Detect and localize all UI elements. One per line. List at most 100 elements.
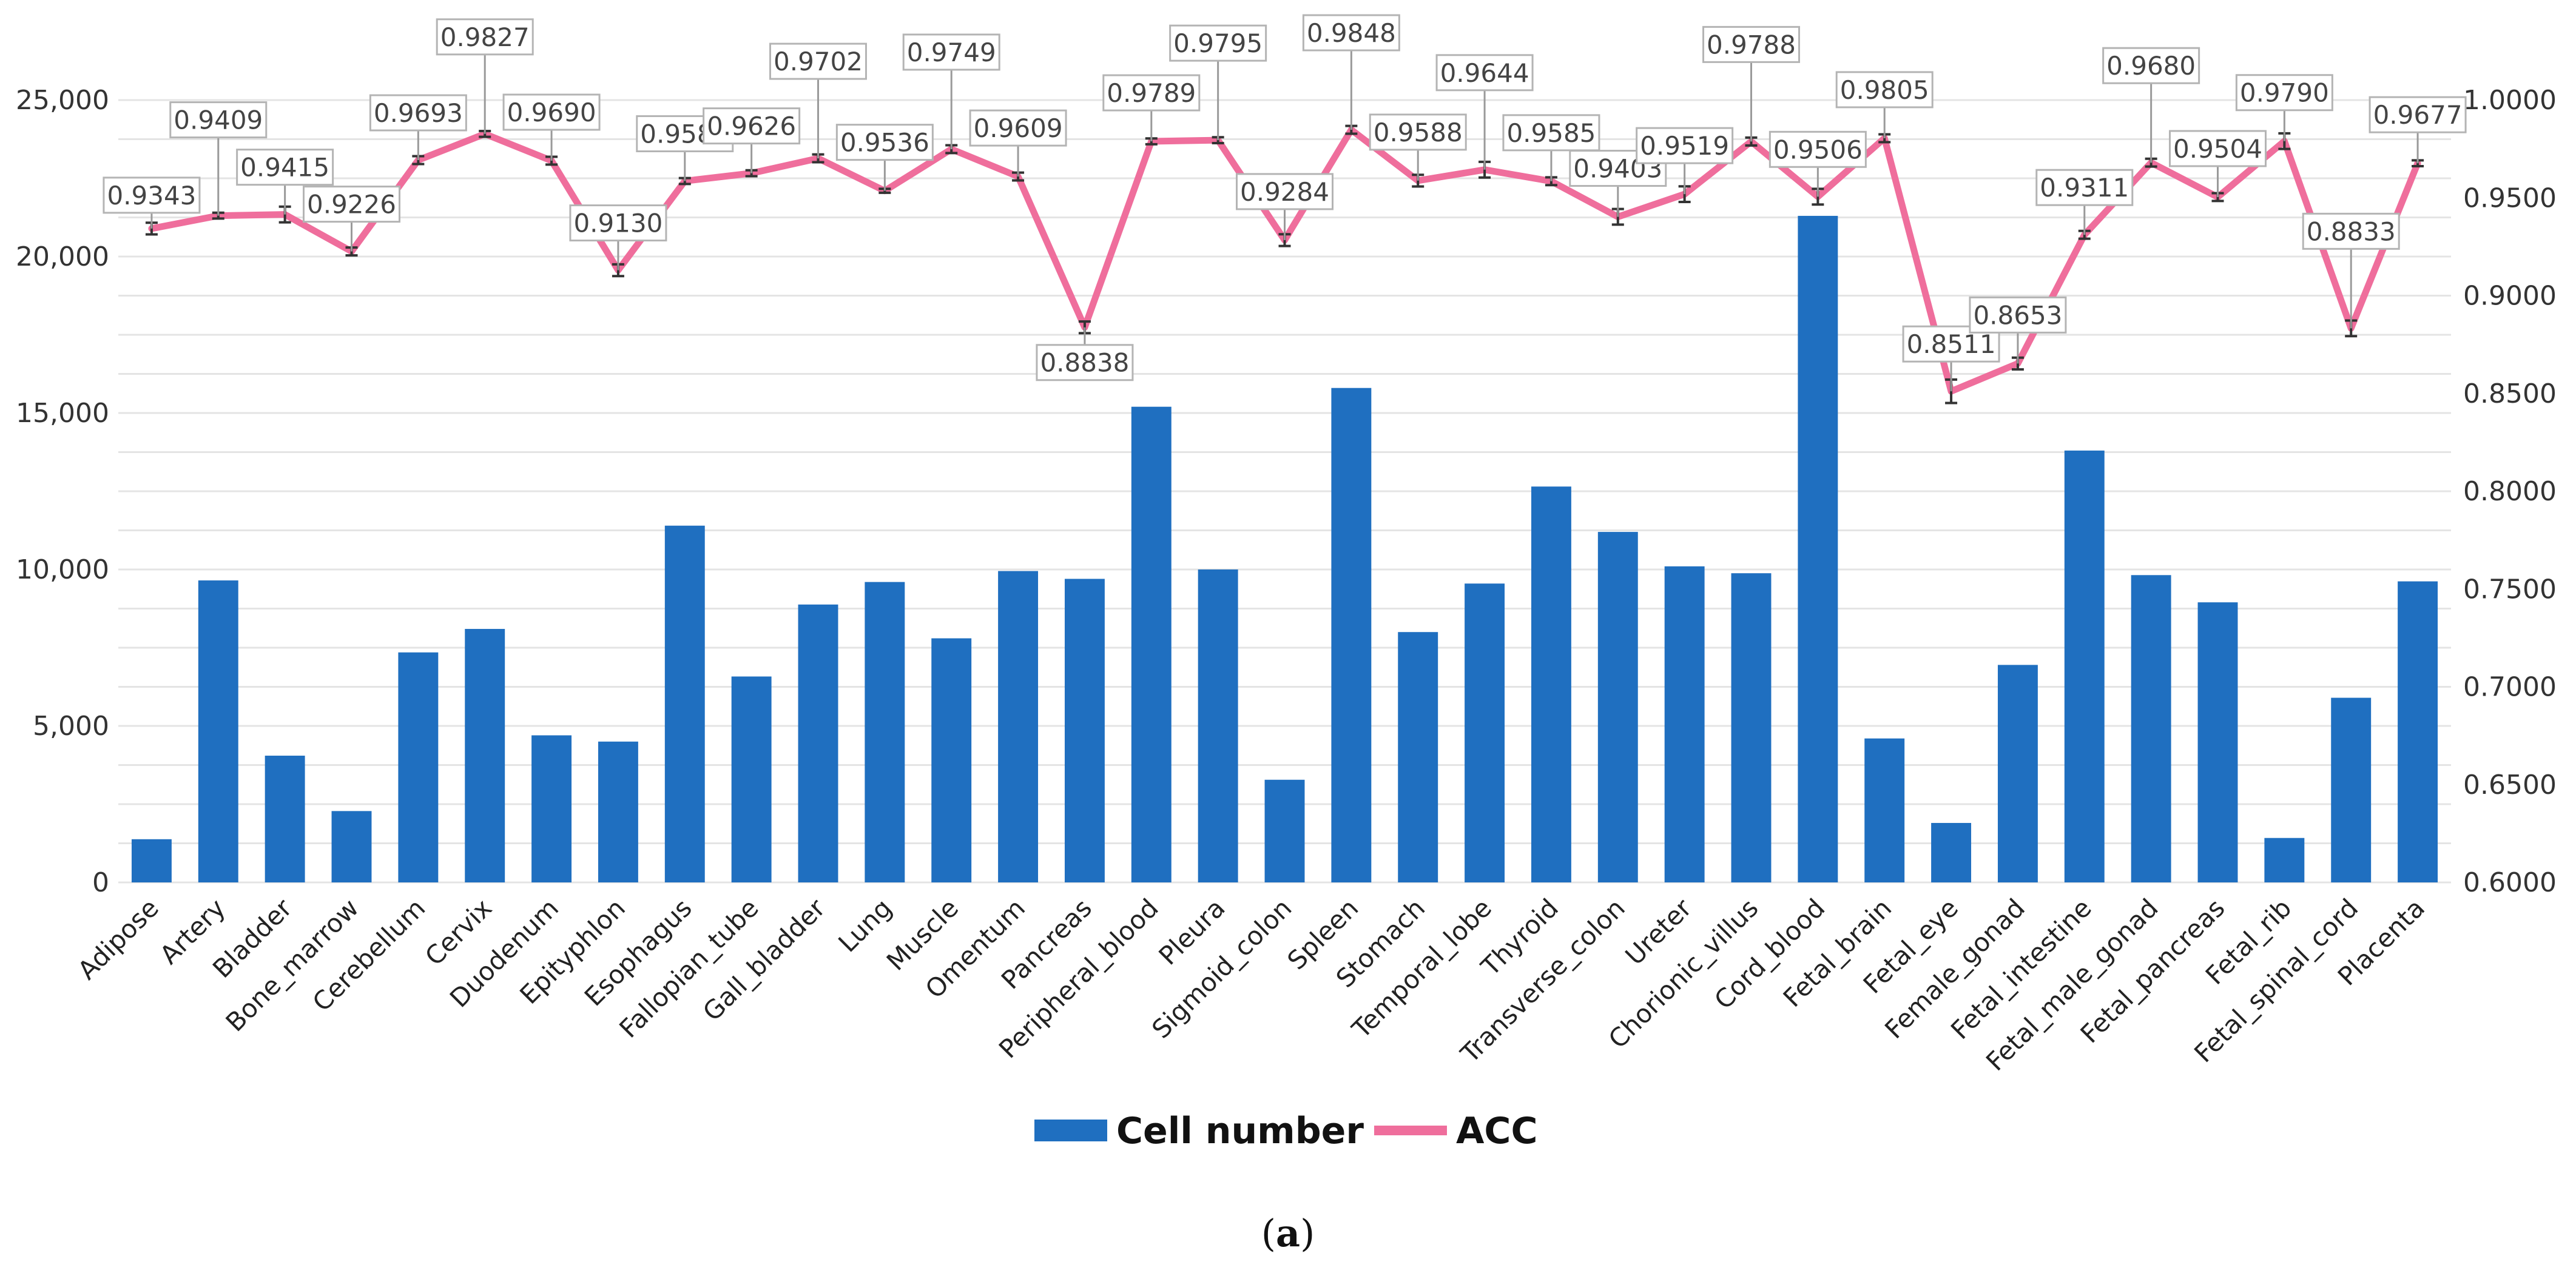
- caption-close-paren: ): [1300, 1211, 1315, 1255]
- svg-text:0.9827: 0.9827: [440, 22, 530, 52]
- svg-text:0.9609: 0.9609: [974, 113, 1063, 143]
- acc-label-fetal-eye: 0.8511: [1902, 325, 2000, 392]
- bar-fallopian-tube: [731, 676, 772, 882]
- bar-bone-marrow: [331, 811, 372, 882]
- acc-label-stomach: 0.9588: [1369, 113, 1467, 181]
- svg-text:0.9626: 0.9626: [707, 112, 796, 141]
- bar-temporal-lobe: [1465, 583, 1505, 882]
- right-tick-label: 0.6000: [2463, 867, 2557, 898]
- acc-label-artery: 0.9409: [169, 101, 268, 216]
- category-axis: AdiposeArteryBladderBone_marrowCerebellu…: [72, 893, 2430, 1076]
- left-tick-label: 0: [92, 867, 109, 898]
- acc-label-peripheral-blood: 0.9789: [1102, 74, 1201, 142]
- acc-label-muscle: 0.9749: [902, 33, 1000, 149]
- acc-label-fetal-male-gonad: 0.9680: [2102, 47, 2200, 163]
- bar-fetal-male-gonad: [2131, 575, 2171, 882]
- svg-text:0.9693: 0.9693: [374, 98, 463, 128]
- acc-label-temporal-lobe: 0.9644: [1435, 54, 1534, 170]
- svg-text:0.9226: 0.9226: [307, 190, 396, 220]
- bar-cerebellum: [398, 652, 439, 882]
- acc-label-fetal-spinal-cord: 0.8833: [2302, 212, 2400, 329]
- svg-text:0.9585: 0.9585: [1506, 118, 1596, 148]
- bar-sigmoid-colon: [1264, 779, 1305, 882]
- acc-label-cord-blood: 0.9506: [1768, 130, 1867, 197]
- right-tick-label: 0.8000: [2463, 476, 2557, 507]
- left-tick-label: 20,000: [16, 241, 109, 272]
- bar-peripheral-blood: [1131, 406, 1172, 882]
- bar-fetal-rib: [2264, 838, 2305, 882]
- acc-label-fetal-pancreas: 0.9504: [2169, 130, 2267, 197]
- svg-text:0.8653: 0.8653: [1973, 300, 2062, 330]
- svg-text:0.9749: 0.9749: [907, 38, 996, 67]
- svg-text:0.9789: 0.9789: [1107, 78, 1196, 108]
- acc-line: [148, 126, 2421, 395]
- bar-gall-bladder: [798, 604, 838, 882]
- bar-cord-blood: [1798, 215, 1838, 882]
- bar-female-gonad: [1997, 665, 2038, 882]
- bar-fetal-eye: [1931, 822, 1972, 882]
- legend-label-cell-number: Cell number: [1116, 1110, 1364, 1152]
- acc-label-fetal-intestine: 0.9311: [2035, 169, 2134, 235]
- bar-spleen: [1331, 388, 1372, 882]
- svg-text:0.9536: 0.9536: [840, 128, 929, 158]
- left-tick-label: 5,000: [33, 711, 109, 742]
- legend-label-acc: ACC: [1456, 1110, 1538, 1152]
- acc-label-bone-marrow: 0.9226: [303, 186, 400, 252]
- legend-swatch-cell-number: [1034, 1120, 1107, 1141]
- acc-label-fallopian-tube: 0.9626: [703, 107, 801, 173]
- caption-open-paren: (: [1261, 1211, 1276, 1255]
- bar-adipose: [131, 839, 172, 882]
- svg-text:0.9284: 0.9284: [1240, 177, 1329, 207]
- figure-caption: (a): [1261, 1211, 1315, 1255]
- bar-pleura: [1198, 569, 1238, 882]
- left-tick-label: 10,000: [16, 554, 109, 585]
- bar-stomach: [1398, 632, 1438, 882]
- bar-epityphlon: [598, 741, 638, 882]
- acc-label-placenta: 0.9677: [2369, 96, 2467, 164]
- bar-fetal-pancreas: [2197, 602, 2238, 882]
- bar-duodenum: [531, 735, 572, 882]
- bar-omentum: [998, 571, 1039, 882]
- svg-text:0.8833: 0.8833: [2307, 217, 2396, 246]
- acc-label-lung: 0.9536: [835, 124, 934, 191]
- acc-label-fetal-rib: 0.9790: [2235, 74, 2333, 141]
- bar-thyroid: [1531, 486, 1571, 882]
- acc-label-female-gonad: 0.8653: [1969, 296, 2067, 364]
- acc-label-bladder: 0.9415: [236, 149, 334, 215]
- right-axis: 0.6000 0.6500 0.7000 0.7500 0.8000 0.8500 0.90…: [2463, 85, 2557, 898]
- svg-text:0.9130: 0.9130: [573, 209, 663, 238]
- acc-label-ureter: 0.9519: [1636, 127, 1734, 195]
- bar-fetal-brain: [1864, 738, 1905, 882]
- line-series-acc: [145, 124, 2424, 405]
- svg-text:0.9409: 0.9409: [174, 106, 263, 135]
- bar-fetal-intestine: [2064, 450, 2105, 882]
- bar-placenta: [2398, 581, 2438, 882]
- acc-label-cervix: 0.9827: [436, 18, 534, 134]
- svg-text:0.9343: 0.9343: [107, 181, 196, 210]
- legend: Cell number ACC: [1034, 1110, 1538, 1152]
- acc-label-cerebellum: 0.9693: [369, 94, 467, 161]
- right-tick-label: 0.7000: [2463, 672, 2557, 703]
- left-axis: 0 5,000 10,000 15,000 20,000 25,000: [16, 85, 109, 898]
- svg-text:0.9805: 0.9805: [1840, 75, 1929, 105]
- acc-label-fetal-brain: 0.9805: [1835, 71, 1934, 138]
- bar-series-cell-number: [131, 215, 2438, 882]
- acc-label-spleen: 0.9848: [1302, 14, 1400, 130]
- svg-text:0.9519: 0.9519: [1640, 131, 1729, 161]
- acc-label-gall-bladder: 0.9702: [769, 42, 867, 159]
- bar-esophagus: [664, 525, 705, 882]
- bar-chorionic-villus: [1731, 573, 1772, 882]
- acc-label-chorionic-villus: 0.9788: [1702, 25, 1800, 142]
- left-tick-label: 25,000: [16, 85, 109, 116]
- caption-label: a: [1276, 1211, 1300, 1255]
- bar-muscle: [931, 638, 972, 882]
- acc-label-adipose: 0.9343: [103, 176, 201, 229]
- svg-text:0.9506: 0.9506: [1773, 135, 1863, 164]
- acc-label-duodenum: 0.9690: [502, 93, 601, 161]
- acc-label-thyroid: 0.9585: [1502, 114, 1600, 181]
- svg-text:0.9588: 0.9588: [1374, 118, 1463, 147]
- right-tick-label: 0.9000: [2463, 281, 2557, 312]
- svg-text:0.9788: 0.9788: [1707, 30, 1796, 59]
- svg-text:0.9677: 0.9677: [2373, 100, 2463, 130]
